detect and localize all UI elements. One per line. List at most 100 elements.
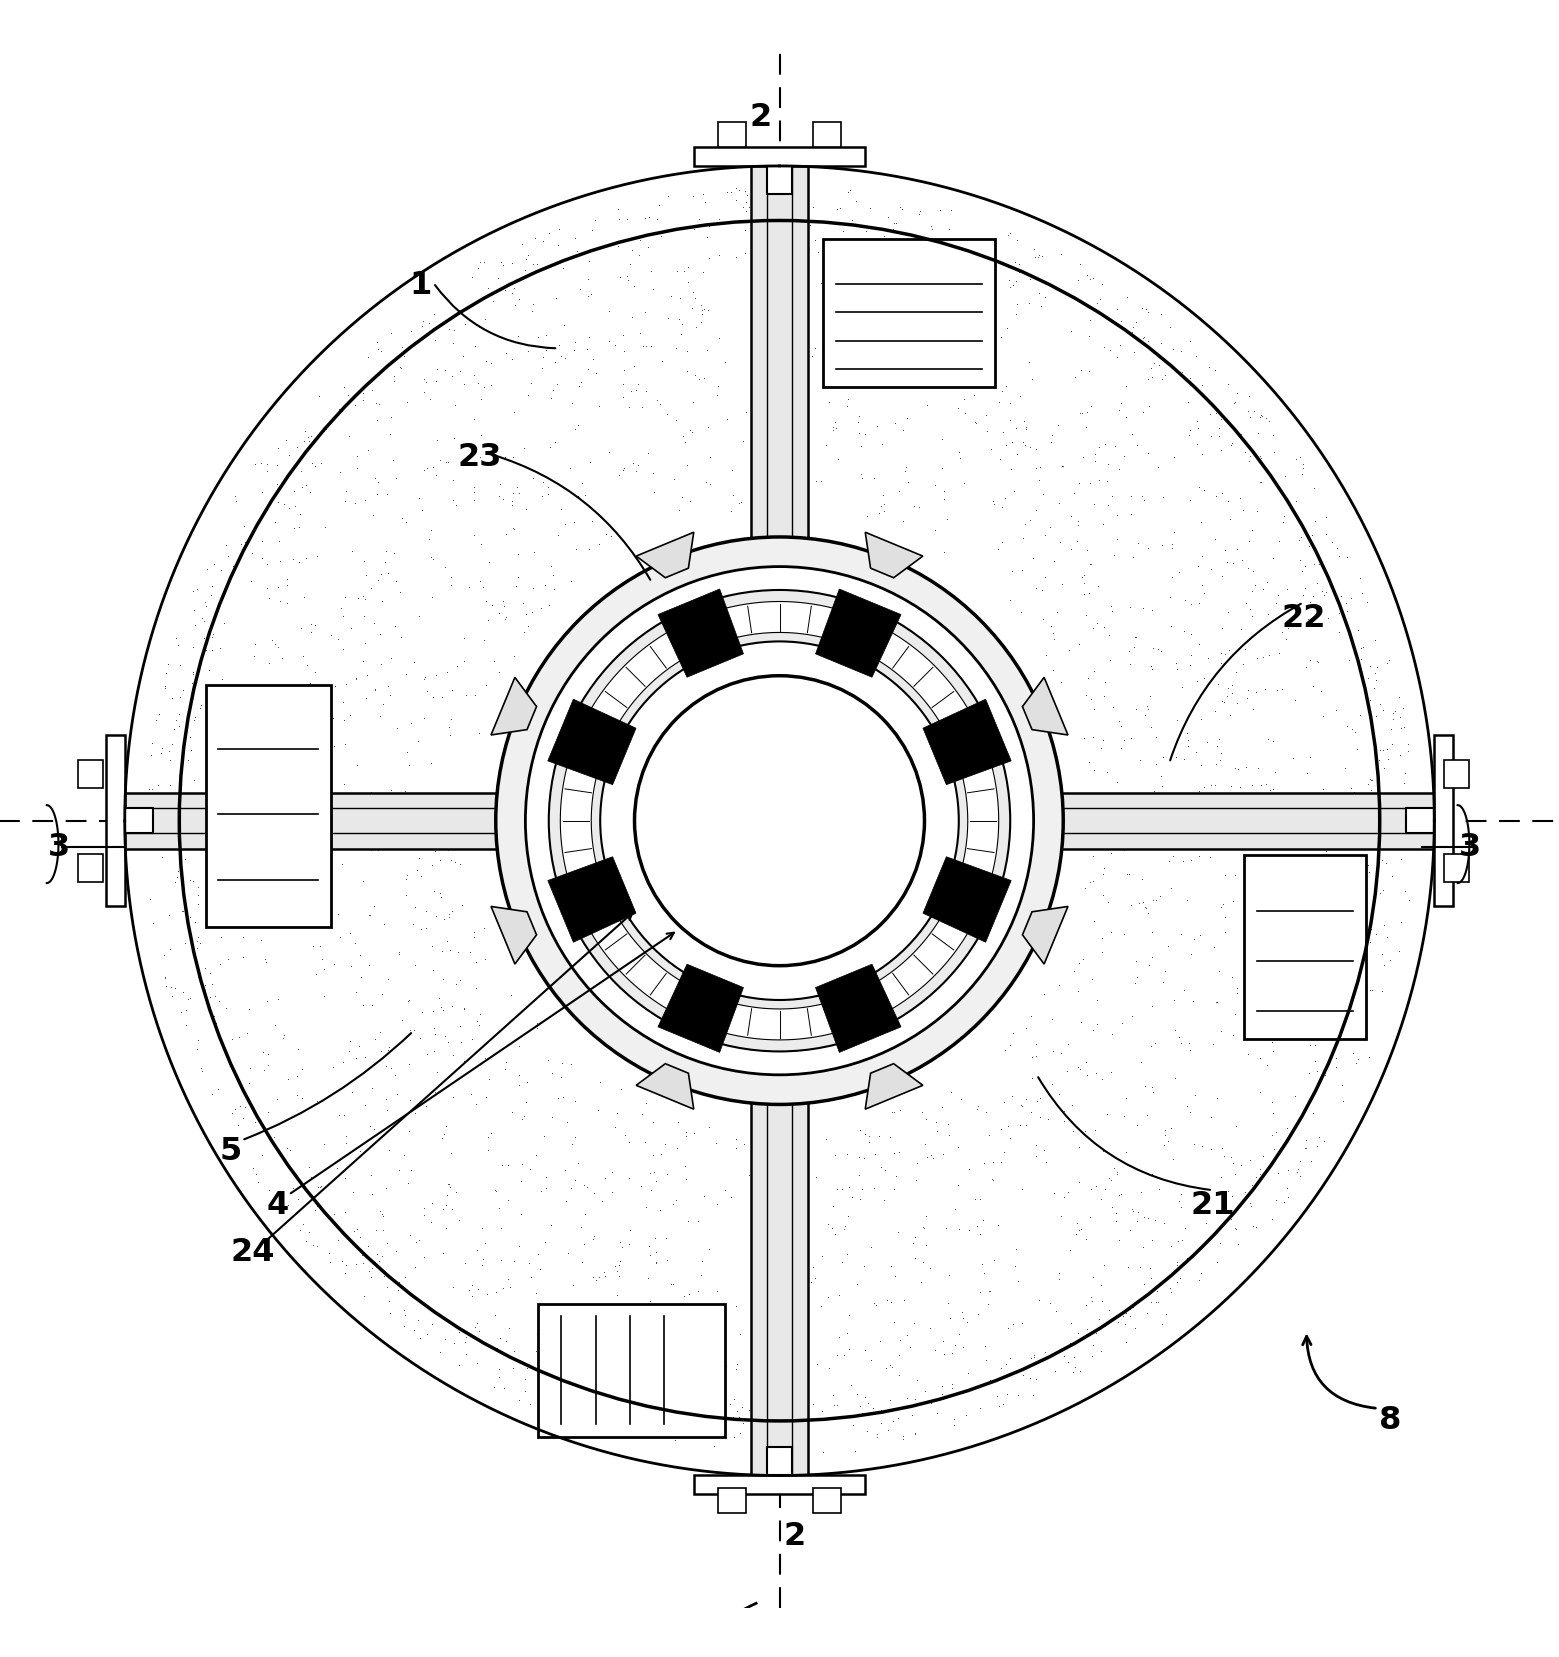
Point xyxy=(1230,497,1255,524)
Point xyxy=(942,1412,967,1438)
Point xyxy=(896,1392,921,1418)
Point xyxy=(1066,471,1091,497)
Circle shape xyxy=(525,567,1034,1075)
Point xyxy=(413,898,438,925)
Point xyxy=(1073,1118,1098,1145)
Point xyxy=(1099,1059,1124,1085)
Point xyxy=(597,1344,622,1370)
Point xyxy=(178,724,203,751)
Point xyxy=(931,280,956,307)
Point xyxy=(1344,736,1369,762)
Point xyxy=(1297,744,1322,771)
Point xyxy=(1151,744,1175,771)
Point xyxy=(1122,969,1147,996)
Point xyxy=(681,182,706,209)
Point xyxy=(242,451,267,477)
Point xyxy=(697,1236,722,1263)
Point xyxy=(1132,1271,1157,1297)
Point xyxy=(1359,767,1384,794)
Point xyxy=(276,797,301,824)
Point xyxy=(1216,790,1241,817)
Point xyxy=(1191,580,1216,606)
Point xyxy=(659,1271,684,1297)
Point xyxy=(580,217,605,244)
Point xyxy=(666,1135,691,1162)
Point xyxy=(1216,1178,1241,1205)
Point xyxy=(1071,946,1096,973)
Point xyxy=(1250,454,1275,481)
Point xyxy=(946,1216,971,1243)
Point xyxy=(1154,1301,1179,1327)
Point xyxy=(1135,1102,1160,1128)
Point xyxy=(862,464,887,490)
Point xyxy=(1038,429,1063,456)
Point xyxy=(499,492,524,519)
Point xyxy=(251,1117,276,1143)
Polygon shape xyxy=(923,699,1012,785)
Point xyxy=(631,1375,656,1402)
Point xyxy=(907,197,932,224)
Point xyxy=(516,242,541,268)
Point xyxy=(630,1100,655,1127)
Point xyxy=(847,1185,871,1211)
Point xyxy=(1133,895,1158,921)
Point xyxy=(976,1291,1001,1317)
Point xyxy=(1333,824,1358,850)
Point xyxy=(1233,853,1258,880)
Point xyxy=(1228,1152,1253,1178)
Point xyxy=(672,429,697,456)
Point xyxy=(444,653,469,679)
Point xyxy=(1127,1254,1152,1281)
Point xyxy=(379,782,404,809)
Point xyxy=(1219,679,1244,706)
Point xyxy=(1108,308,1133,335)
Point xyxy=(1143,1206,1168,1233)
Point xyxy=(776,205,801,232)
Point xyxy=(176,986,201,1012)
Point xyxy=(259,868,284,895)
Point xyxy=(228,724,253,751)
Point xyxy=(1235,398,1260,424)
Point xyxy=(1080,615,1105,641)
Point xyxy=(586,393,611,419)
Point xyxy=(733,177,758,204)
Point xyxy=(1313,1062,1338,1089)
Point xyxy=(903,1244,928,1271)
Point xyxy=(422,1037,447,1064)
Point xyxy=(1140,1226,1165,1253)
Point xyxy=(1066,949,1091,976)
Point xyxy=(1091,1312,1116,1339)
Point xyxy=(345,454,369,481)
Point xyxy=(1116,860,1141,886)
Point xyxy=(1327,542,1352,568)
Point xyxy=(366,1248,391,1274)
Point xyxy=(1004,300,1029,326)
Point xyxy=(692,365,717,391)
Point xyxy=(856,343,881,370)
Point xyxy=(962,1186,987,1213)
Point xyxy=(553,1157,578,1183)
Point xyxy=(1007,1112,1032,1138)
Point xyxy=(352,1092,377,1118)
Point xyxy=(516,338,541,365)
Point xyxy=(430,998,455,1024)
Point xyxy=(440,993,465,1019)
Point xyxy=(600,1178,625,1205)
Point xyxy=(839,1372,864,1399)
Point xyxy=(419,517,444,543)
Point xyxy=(1238,833,1263,860)
Point xyxy=(990,378,1015,404)
Point xyxy=(178,905,203,931)
Point xyxy=(477,1065,502,1092)
Point xyxy=(348,963,373,989)
Point xyxy=(829,1249,854,1276)
Point xyxy=(203,550,228,577)
Point xyxy=(882,1263,907,1289)
Point xyxy=(915,1143,940,1170)
Point xyxy=(398,1017,422,1044)
Point xyxy=(496,1186,521,1213)
Point xyxy=(667,1399,692,1425)
Point xyxy=(359,575,384,601)
Point xyxy=(692,189,717,215)
Point xyxy=(167,651,192,678)
